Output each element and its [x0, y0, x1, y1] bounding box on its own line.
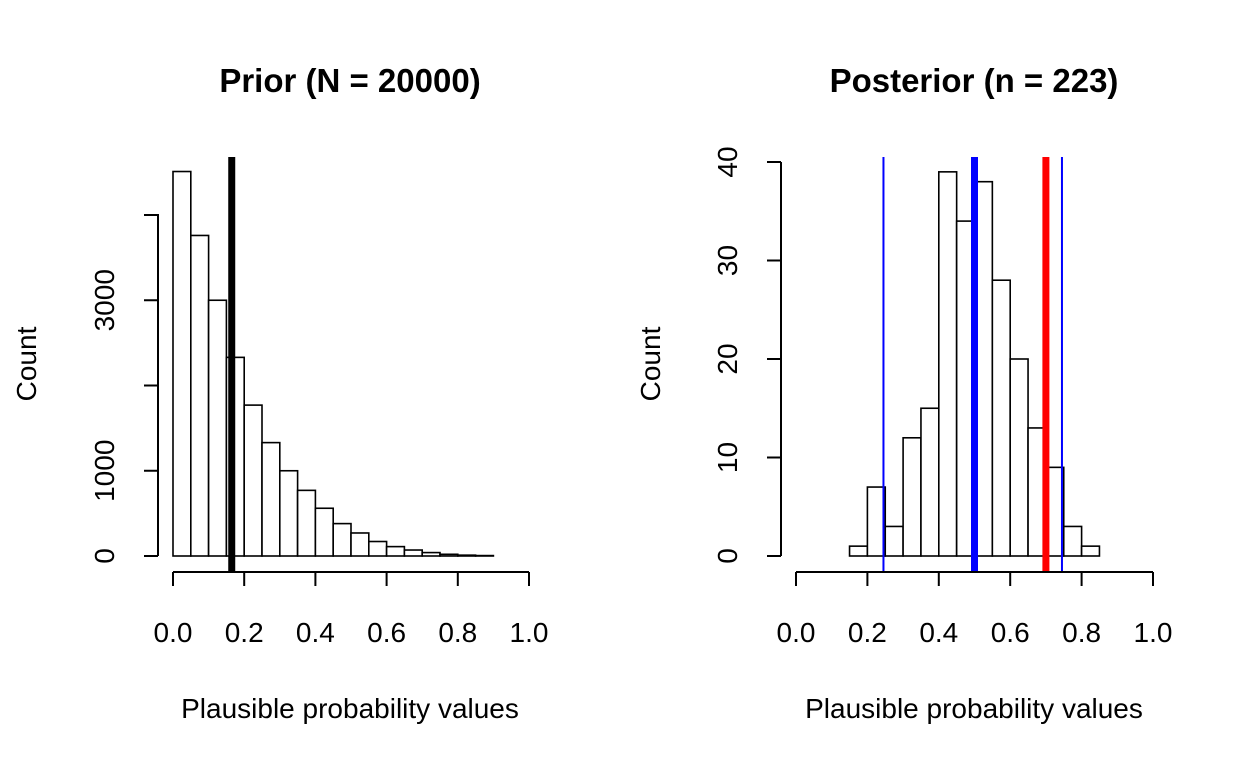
- posterior-reference-lines: [882, 157, 1063, 572]
- posterior-x-axis: 0.0 0.2 0.4 0.6 0.8 1.0: [777, 571, 1173, 648]
- posterior-y-axis-label: Count: [635, 326, 666, 401]
- prior-x-tick-label-2: 0.4: [296, 617, 335, 648]
- posterior-x-tick-label-0: 0.0: [777, 617, 816, 648]
- prior-bar-15: [439, 553, 459, 557]
- prior-y-axis: 0 1000 3000: [89, 214, 159, 564]
- posterior-bar-13: [1080, 545, 1101, 557]
- posterior-bar-0: [848, 545, 869, 557]
- posterior-y-tick-label-4: 40: [712, 146, 743, 177]
- prior-chart-title: Prior (N = 20000): [219, 62, 480, 99]
- posterior-bar-5: [937, 171, 958, 557]
- posterior-x-tick-label-1: 0.2: [848, 617, 887, 648]
- prior-y-tick-label-1: 1000: [89, 440, 120, 502]
- posterior-x-tick-label-3: 0.6: [991, 617, 1030, 648]
- prior-x-axis-label: Plausible probability values: [181, 693, 519, 724]
- posterior-x-tick-label-2: 0.4: [919, 617, 958, 648]
- posterior-bar-12: [1062, 525, 1083, 557]
- prior-y-tick-label-2: 3000: [89, 269, 120, 331]
- prior-y-tick-label-0: 0: [89, 548, 120, 564]
- prior-x-tick-label-4: 0.8: [438, 617, 477, 648]
- prior-bar-6: [278, 469, 299, 557]
- prior-bar-0: [172, 170, 192, 557]
- prior-bar-11: [367, 540, 388, 557]
- prior-bar-8: [314, 507, 334, 557]
- posterior-bar-3: [902, 436, 922, 557]
- posterior-bar-9: [1009, 358, 1029, 557]
- prior-bar-13: [403, 549, 423, 557]
- posterior-bar-4: [920, 407, 940, 557]
- posterior-y-tick-label-1: 10: [712, 442, 743, 473]
- prior-bars: [172, 170, 495, 557]
- prior-bar-16: [456, 554, 477, 557]
- prior-x-axis: 0.0 0.2 0.4 0.6 0.8 1.0: [154, 571, 549, 648]
- prior-y-axis-label: Count: [11, 326, 42, 401]
- prior-x-tick-label-1: 0.2: [225, 617, 264, 648]
- posterior-y-axis: 0 10 20 30 40: [712, 146, 782, 564]
- prior-x-tick-label-0: 0.0: [154, 617, 193, 648]
- prior-bar-1: [190, 234, 210, 557]
- posterior-histogram-panel: Posterior (n = 223) 0.0 0.2 0.4 0.6 0.8 1.0 0…: [635, 62, 1172, 724]
- prior-x-tick-label-3: 0.6: [367, 617, 406, 648]
- prior-bar-2: [207, 299, 228, 557]
- prior-bar-4: [243, 404, 263, 557]
- posterior-x-tick-label-4: 0.8: [1062, 617, 1101, 648]
- prior-bar-14: [421, 551, 441, 557]
- posterior-chart-title: Posterior (n = 223): [830, 62, 1119, 99]
- prior-bar-10: [350, 532, 370, 557]
- posterior-bar-1: [866, 486, 887, 557]
- posterior-y-tick-label-3: 30: [712, 245, 743, 276]
- prior-bar-5: [261, 441, 281, 557]
- posterior-x-axis-label: Plausible probability values: [805, 693, 1143, 724]
- posterior-bar-8: [991, 279, 1011, 557]
- posterior-y-tick-label-2: 20: [712, 343, 743, 374]
- prior-x-tick-label-5: 1.0: [510, 617, 549, 648]
- prior-histogram-panel: Prior (N = 20000) 0.0 0.2 0.4 0.6 0.8 1.0 0 10…: [11, 62, 548, 724]
- prior-bar-9: [332, 522, 352, 557]
- posterior-x-tick-label-5: 1.0: [1134, 617, 1173, 648]
- prior-bar-7: [296, 489, 317, 557]
- posterior-y-tick-label-0: 0: [712, 548, 743, 564]
- posterior-bar-2: [884, 525, 904, 557]
- prior-bar-12: [385, 545, 406, 557]
- posterior-bars: [848, 171, 1101, 557]
